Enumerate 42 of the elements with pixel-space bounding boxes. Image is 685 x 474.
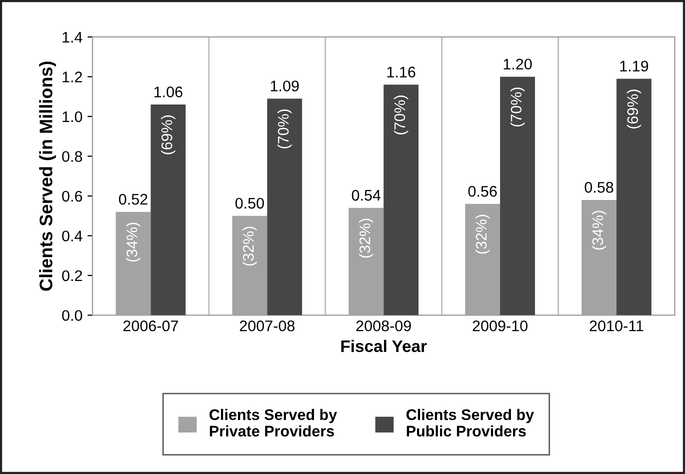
legend-label: Clients Served by Private Providers — [210, 408, 338, 437]
bar — [616, 78, 652, 316]
annotation: (34%) — [126, 222, 140, 262]
bar — [267, 98, 302, 316]
y-axis-title: Clients Served (in Millions) — [39, 62, 56, 291]
y-tick-label: 0.6 — [62, 190, 82, 202]
x-tick-label: 2007-08 — [240, 320, 295, 332]
x-tick-label: 2010-11 — [590, 320, 644, 332]
data-label: 0.54 — [352, 190, 381, 201]
legend-label: Clients Served by Public Providers — [406, 408, 534, 437]
x-tick-label: 2009-10 — [472, 320, 528, 332]
y-tick-label: 1.2 — [62, 72, 82, 82]
x-tick-label: 2008-09 — [356, 320, 411, 332]
y-tick-label: 0.2 — [62, 270, 82, 282]
bar — [150, 104, 186, 316]
data-label: 0.52 — [118, 194, 148, 205]
bar — [384, 84, 419, 316]
annotation: (70%) — [277, 109, 292, 148]
annotation: (32%) — [359, 218, 374, 258]
annotation: (34%) — [592, 210, 606, 250]
y-tick-label: 0.0 — [62, 310, 82, 321]
y-tick-label: 1.4 — [62, 32, 82, 43]
x-tick-label: 2006-07 — [123, 320, 178, 332]
bar — [500, 76, 535, 316]
annotation: (69%) — [626, 90, 642, 128]
y-tick-label: 0.8 — [62, 151, 82, 162]
annotation: (32%) — [242, 226, 257, 266]
y-tick-label: 0.4 — [62, 230, 82, 242]
annotation: (32%) — [475, 214, 490, 254]
annotation: (69%) — [161, 115, 176, 154]
data-label: 0.56 — [468, 186, 497, 197]
y-tick-label: 1.0 — [62, 111, 82, 122]
data-label: 1.19 — [620, 60, 648, 72]
annotation: (70%) — [394, 96, 408, 134]
annotation: (70%) — [510, 88, 525, 126]
data-label: 0.58 — [584, 182, 614, 193]
data-label: 1.09 — [270, 80, 299, 92]
data-label: 1.06 — [154, 86, 182, 98]
data-label: 1.16 — [387, 66, 416, 78]
data-label: 0.50 — [235, 198, 264, 209]
data-label: 1.20 — [504, 58, 532, 70]
x-axis-title: Fiscal Year — [341, 340, 427, 352]
